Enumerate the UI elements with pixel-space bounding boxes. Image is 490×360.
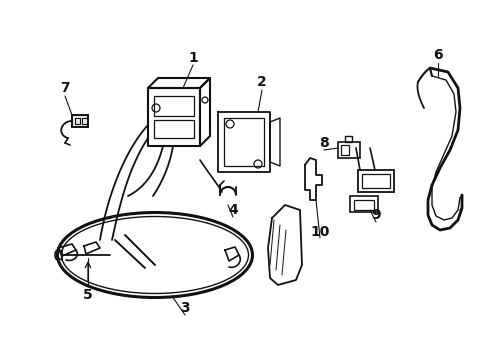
Text: 10: 10 xyxy=(310,225,330,239)
Text: 1: 1 xyxy=(188,51,198,65)
Text: 4: 4 xyxy=(228,203,238,217)
Text: 3: 3 xyxy=(180,301,190,315)
Text: 2: 2 xyxy=(257,75,267,89)
Bar xyxy=(72,115,88,127)
Text: 8: 8 xyxy=(319,136,329,150)
Bar xyxy=(72,115,88,127)
Bar xyxy=(82,118,87,124)
Bar xyxy=(338,142,360,158)
Text: 6: 6 xyxy=(433,48,443,62)
Bar xyxy=(75,118,80,124)
Bar xyxy=(350,196,378,212)
Text: 9: 9 xyxy=(371,208,381,222)
Bar xyxy=(341,145,349,155)
Text: 7: 7 xyxy=(60,81,70,95)
Ellipse shape xyxy=(62,216,248,293)
Bar xyxy=(362,174,390,188)
Text: 5: 5 xyxy=(83,288,93,302)
Bar xyxy=(354,200,374,210)
Bar xyxy=(358,170,394,192)
